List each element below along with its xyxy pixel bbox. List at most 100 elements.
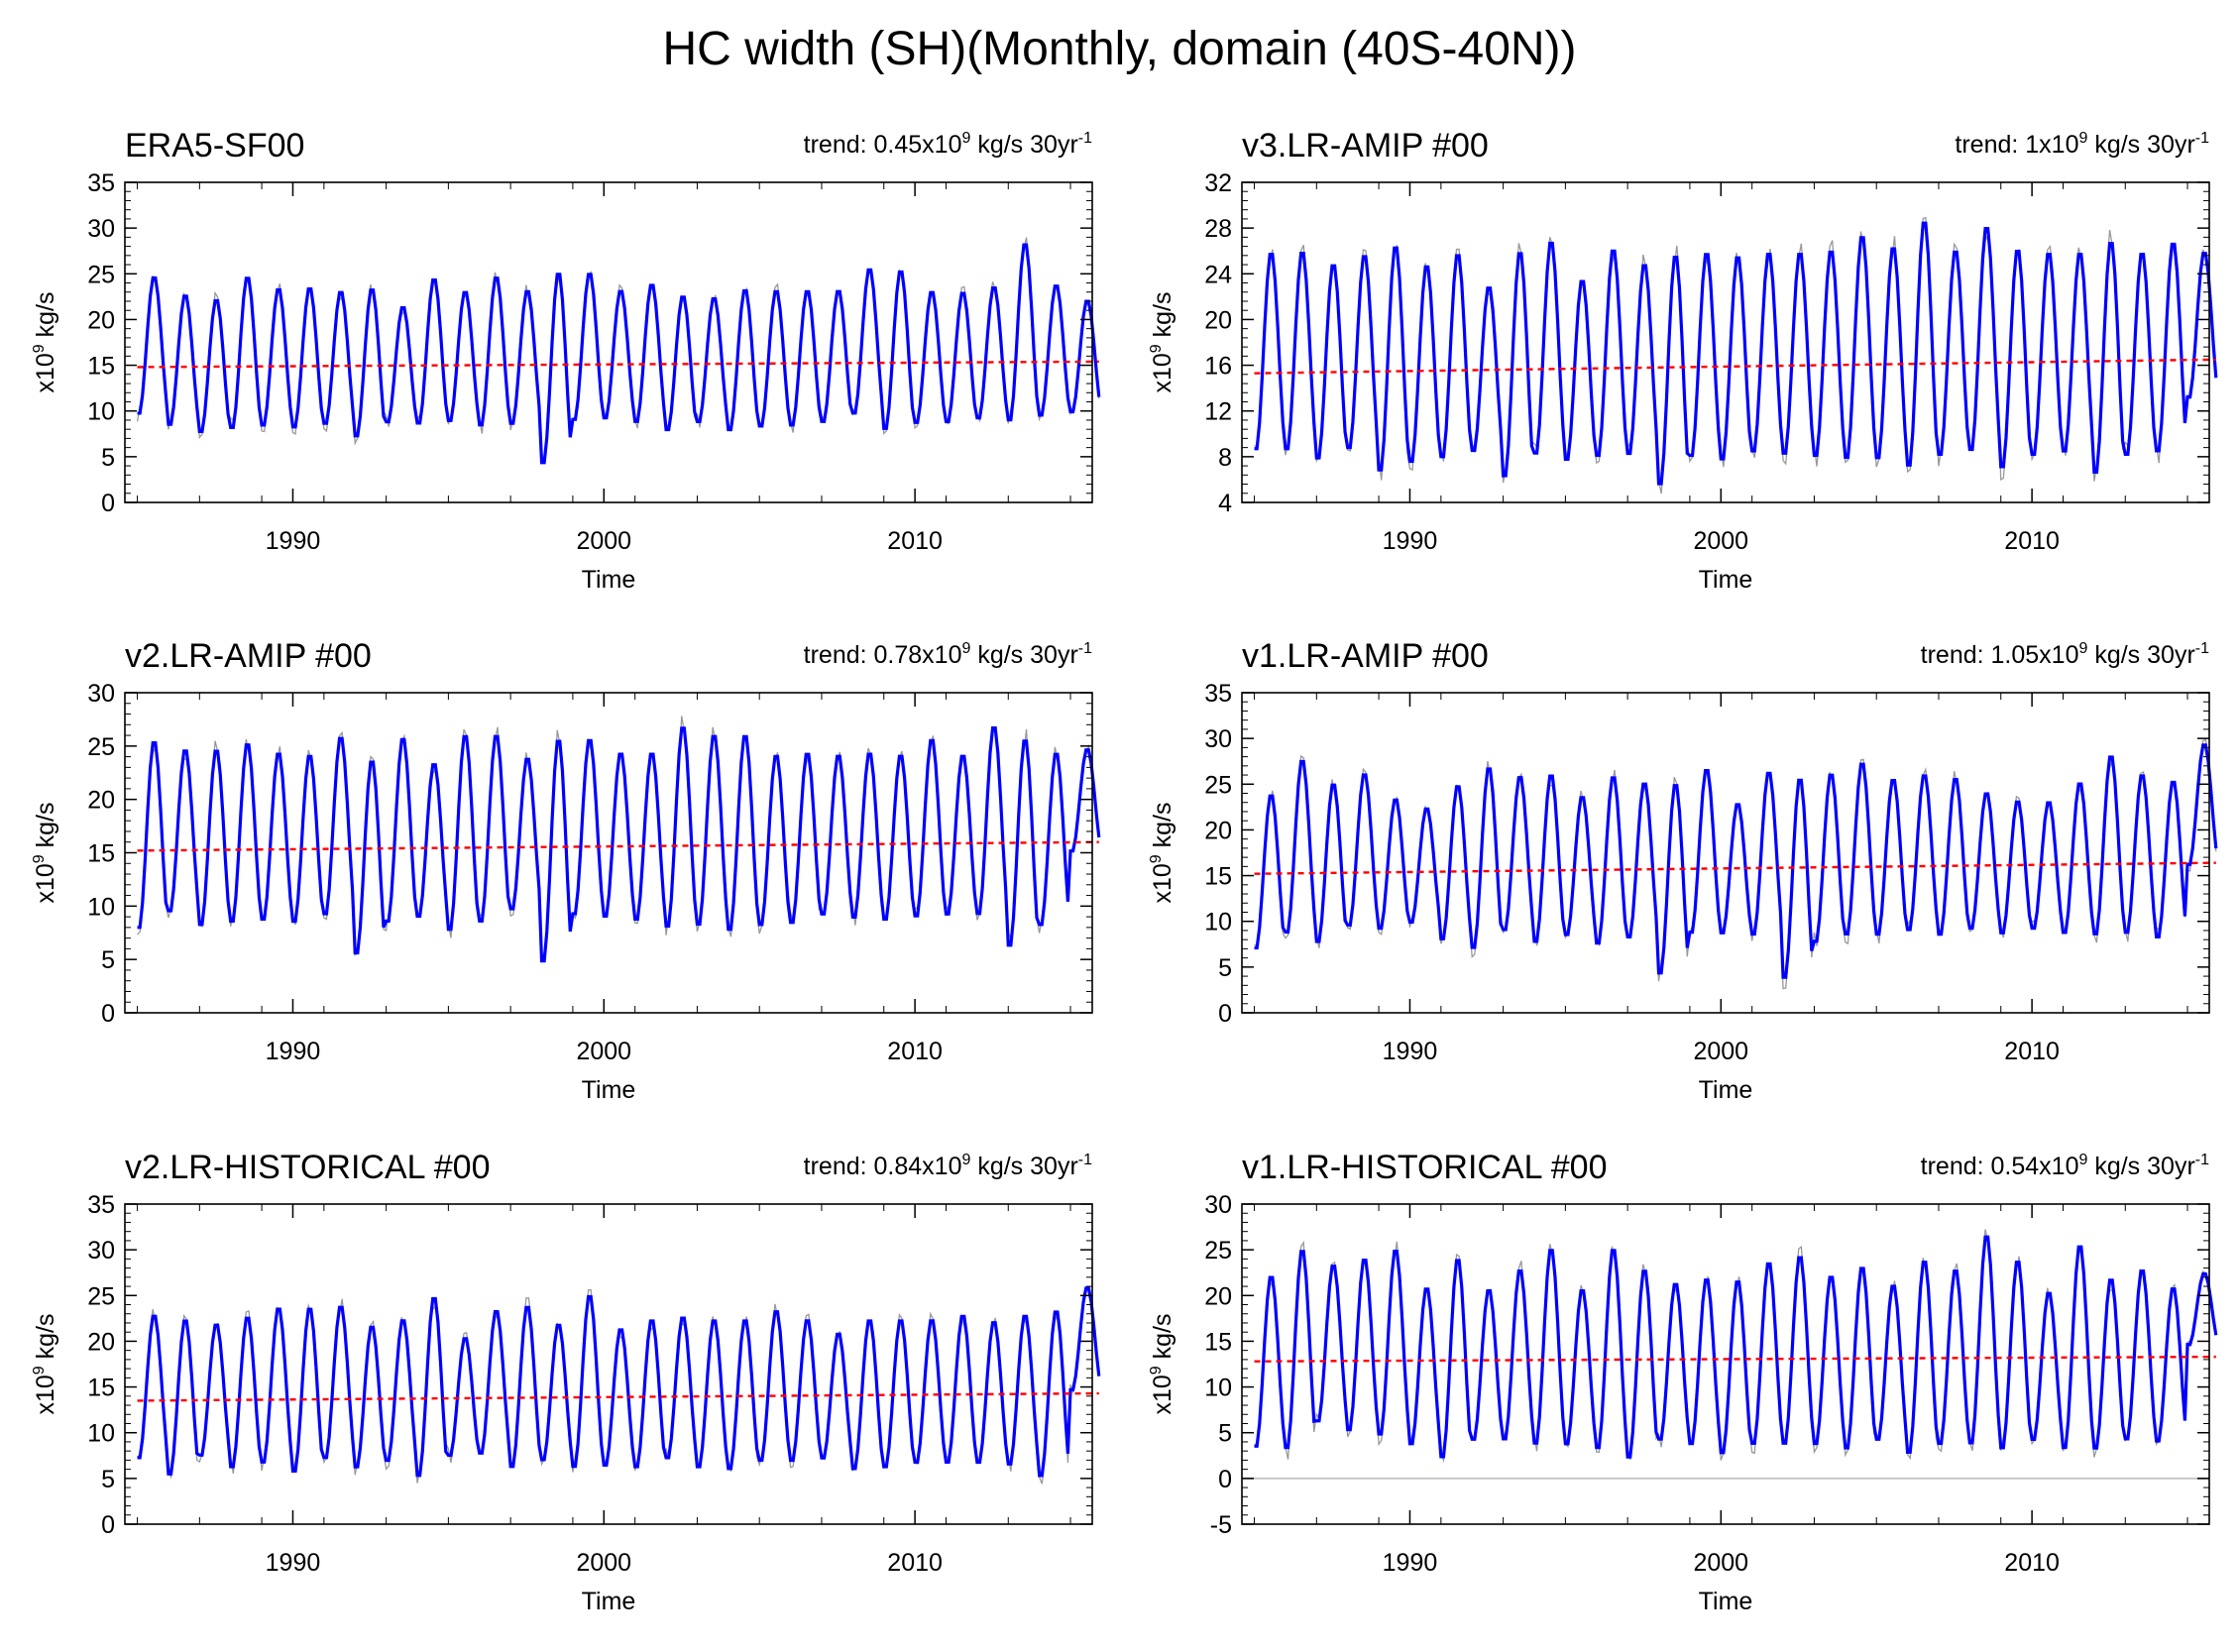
x-axis-title: Time: [582, 1076, 636, 1104]
y-tick-label: 10: [87, 398, 115, 426]
panel-title: v1.LR-AMIP #00: [1242, 637, 1489, 675]
smoothed-series-line: [137, 243, 1101, 465]
x-tick-label: 2010: [2004, 1549, 2060, 1577]
trend-line: [137, 360, 1099, 369]
chart-panel: v1.LR-AMIP #00 trend: 1.05x109 kg/s 30yr-…: [1148, 637, 2218, 1104]
plot-frame: [124, 181, 1093, 503]
trend-line: [137, 840, 1099, 852]
x-tick-label: 2000: [1693, 1549, 1748, 1577]
y-tick-label: 25: [87, 1282, 115, 1310]
y-axis-title: x109 kg/s: [1148, 1313, 1176, 1414]
y-tick-label: 25: [1204, 1237, 1232, 1265]
y-tick-label: 15: [1204, 1328, 1232, 1356]
y-tick-label: 25: [1204, 771, 1232, 799]
x-tick-label: 2000: [1693, 1038, 1748, 1065]
x-tick-label: 2010: [887, 1549, 943, 1577]
y-tick-label: 30: [87, 1237, 115, 1265]
y-axis-title: x109 kg/s: [1148, 291, 1176, 392]
trend-label: trend: 0.45x109 kg/s 30yr-1: [804, 130, 1092, 159]
chart-panel: v2.LR-HISTORICAL #00 trend: 0.84x109 kg/s…: [31, 1149, 1101, 1615]
y-tick-label: 30: [87, 680, 115, 708]
y-tick-label: 0: [101, 1511, 115, 1539]
y-tick-label: 20: [87, 1328, 115, 1356]
y-tick-label: 30: [1204, 1191, 1232, 1219]
trend-line: [137, 1391, 1099, 1402]
smoothed-series-line: [137, 726, 1101, 963]
panel-title: v2.LR-AMIP #00: [125, 637, 372, 675]
x-tick-label: 2000: [576, 1549, 631, 1577]
trend-label: trend: 1.05x109 kg/s 30yr-1: [1921, 640, 2209, 669]
y-tick-label: 15: [1204, 863, 1232, 891]
y-tick-label: 20: [87, 306, 115, 334]
y-tick-label: 0: [1218, 1000, 1232, 1028]
smoothed-series-line: [1254, 1235, 2218, 1459]
panel-title: ERA5-SF00: [125, 127, 304, 165]
y-axis-title: x109 kg/s: [31, 291, 59, 392]
y-tick-label: 10: [87, 1420, 115, 1448]
trend-label: trend: 0.78x109 kg/s 30yr-1: [804, 640, 1092, 669]
x-tick-label: 1990: [1383, 527, 1438, 555]
chart-panel: v2.LR-AMIP #00 trend: 0.78x109 kg/s 30yr-…: [31, 637, 1101, 1104]
y-tick-label: 5: [1218, 954, 1232, 982]
y-tick-label: 25: [87, 733, 115, 761]
y-tick-label: 32: [1204, 169, 1232, 197]
smoothed-series-line: [1254, 743, 2218, 979]
y-axis-title: x109 kg/s: [31, 802, 59, 903]
y-tick-label: 4: [1218, 490, 1232, 517]
plot-frame: [1241, 1203, 2210, 1525]
x-tick-label: 1990: [1383, 1549, 1438, 1577]
y-tick-label: 20: [1204, 1282, 1232, 1310]
x-axis-title: Time: [1699, 566, 1753, 594]
x-tick-label: 1990: [266, 527, 321, 555]
x-tick-label: 1990: [266, 1038, 321, 1065]
panel-title: v3.LR-AMIP #00: [1242, 127, 1489, 165]
y-tick-label: 35: [87, 169, 115, 197]
x-tick-label: 2000: [576, 1038, 631, 1065]
y-tick-label: 16: [1204, 353, 1232, 381]
y-tick-label: 5: [101, 946, 115, 974]
x-tick-label: 2000: [576, 527, 631, 555]
y-tick-label: 5: [101, 444, 115, 472]
y-tick-label: 25: [87, 261, 115, 288]
y-tick-label: 5: [101, 1466, 115, 1493]
figure-title: HC width (SH)(Monthly, domain (40S-40N)): [662, 23, 1577, 75]
trend-line: [1254, 1355, 2216, 1363]
trend-line: [1254, 358, 2216, 375]
y-tick-label: 10: [1204, 909, 1232, 936]
trend-label: trend: 1x109 kg/s 30yr-1: [1955, 130, 2209, 159]
chart-panel: v3.LR-AMIP #00 trend: 1x109 kg/s 30yr-1 4 8…: [1148, 127, 2218, 594]
x-tick-label: 2010: [2004, 527, 2060, 555]
y-tick-label: 30: [1204, 725, 1232, 753]
x-axis-title: Time: [582, 566, 636, 594]
y-tick-label: 5: [1218, 1420, 1232, 1448]
panel-title: v2.LR-HISTORICAL #00: [125, 1149, 490, 1186]
plot-frame: [1241, 692, 2210, 1014]
chart-panel: v1.LR-HISTORICAL #00 trend: 0.54x109 kg/s…: [1148, 1149, 2218, 1615]
y-tick-label: 10: [87, 893, 115, 921]
trend-label: trend: 0.84x109 kg/s 30yr-1: [804, 1152, 1092, 1180]
y-tick-label: 20: [1204, 817, 1232, 844]
y-tick-label: 10: [1204, 1375, 1232, 1402]
x-axis-title: Time: [1699, 1588, 1753, 1615]
plot-frame: [1241, 181, 2210, 503]
y-axis-title: x109 kg/s: [1148, 802, 1176, 903]
y-tick-label: 35: [1204, 680, 1232, 708]
chart-panel: ERA5-SF00 trend: 0.45x109 kg/s 30yr-1 0 5 10…: [31, 127, 1101, 594]
y-tick-label: 20: [1204, 306, 1232, 334]
y-tick-label: 12: [1204, 398, 1232, 426]
y-tick-label: 15: [87, 353, 115, 381]
y-tick-label: 0: [1218, 1466, 1232, 1493]
y-tick-label: 0: [101, 1000, 115, 1028]
x-tick-label: 2000: [1693, 527, 1748, 555]
x-tick-label: 2010: [2004, 1038, 2060, 1065]
panel-title: v1.LR-HISTORICAL #00: [1242, 1149, 1607, 1186]
x-axis-title: Time: [582, 1588, 636, 1615]
plot-frame: [124, 1203, 1093, 1525]
x-axis-title: Time: [1699, 1076, 1753, 1104]
y-tick-label: 0: [101, 490, 115, 517]
x-tick-label: 2010: [887, 1038, 943, 1065]
y-tick-label: 24: [1204, 261, 1232, 288]
y-tick-label: 35: [87, 1191, 115, 1219]
x-tick-label: 2010: [887, 527, 943, 555]
